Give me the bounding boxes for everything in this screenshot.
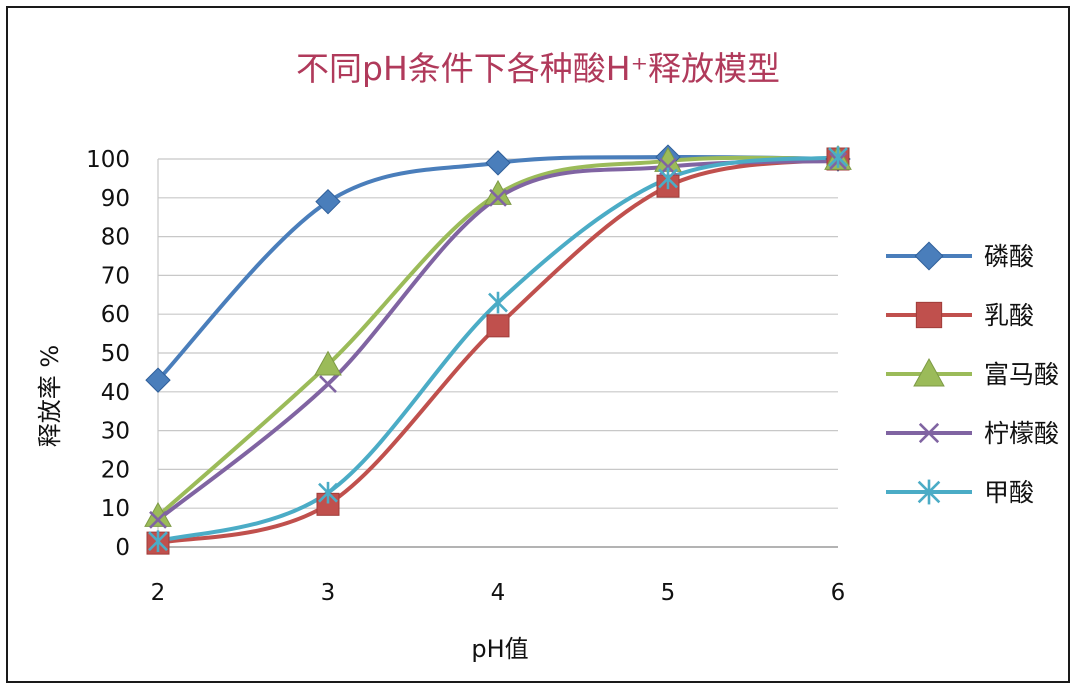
axes (157, 159, 838, 548)
data-point-5 (148, 530, 168, 552)
chart-frame (6, 6, 1070, 683)
y-tick-label: 90 (101, 186, 130, 212)
y-tick-label: 50 (101, 341, 130, 367)
legend-marker-4 (918, 422, 940, 444)
y-axis-label: 释放率 % (36, 345, 64, 447)
series-lines (156, 154, 840, 546)
y-tick-label: 0 (115, 535, 130, 561)
series-markers (144, 144, 852, 555)
y-tick-labels: 0 10 20 30 40 50 60 70 80 90 100 (86, 147, 130, 561)
legend-label-5: 甲酸 (984, 478, 1034, 507)
data-point-1 (315, 188, 341, 215)
legend-label-1: 磷酸 (984, 242, 1034, 271)
chart-title: 不同pH条件下各种酸H⁺释放模型 (296, 49, 780, 88)
x-tick-label: 2 (151, 580, 166, 606)
series-line-4 (156, 158, 840, 522)
series-line-5 (156, 155, 840, 544)
data-point-3 (314, 350, 342, 376)
legend-label-4: 柠檬酸 (984, 419, 1059, 448)
data-point-1 (485, 150, 511, 176)
y-tick-label: 30 (101, 419, 130, 445)
data-point-4 (149, 510, 167, 529)
data-point-1 (145, 367, 171, 393)
x-tick-label: 4 (491, 580, 506, 606)
data-point-5 (318, 481, 338, 504)
data-point-2 (486, 314, 510, 338)
legend-label-3: 富马酸 (984, 360, 1059, 389)
x-axis-label: pH值 (471, 635, 528, 663)
legend-marker-1 (914, 241, 944, 271)
y-tick-label: 100 (86, 147, 130, 173)
x-tick-label: 3 (321, 580, 336, 606)
data-point-5 (658, 167, 678, 190)
y-tick-label: 40 (101, 380, 130, 406)
data-point-4 (489, 188, 507, 207)
legend-marker-3 (913, 358, 945, 387)
x-tick-labels: 2 3 4 5 6 (151, 580, 846, 606)
data-point-4 (319, 375, 337, 393)
x-tick-label: 6 (831, 580, 846, 606)
data-point-5 (488, 291, 508, 314)
y-tick-label: 10 (101, 496, 130, 522)
data-point-5 (828, 146, 848, 168)
y-tick-label: 70 (101, 263, 130, 289)
legend-label-2: 乳酸 (984, 301, 1034, 330)
y-tick-label: 60 (101, 302, 130, 328)
series-line-2 (156, 157, 840, 546)
x-tick-label: 5 (661, 580, 676, 606)
y-tick-label: 80 (101, 225, 130, 251)
legend-marker-2 (915, 301, 943, 329)
legend-marker-5 (917, 479, 941, 505)
y-tick-label: 20 (101, 457, 130, 483)
